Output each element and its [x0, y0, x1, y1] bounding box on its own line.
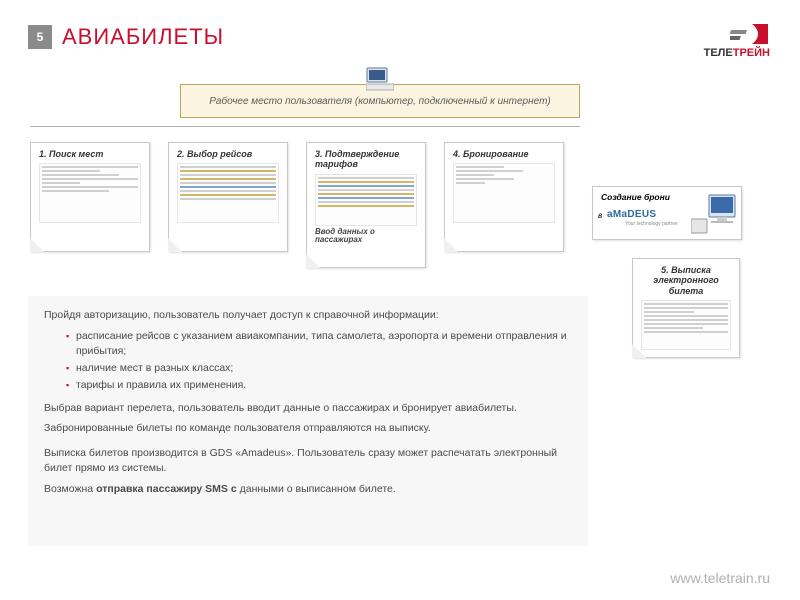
create-panel: Создание брони в aMaDEUS Your technology… — [592, 186, 742, 240]
logo-text: ТЕЛЕТРЕЙН — [704, 47, 770, 59]
bullet-item: наличие мест в разных классах; — [66, 361, 572, 376]
desc-intro: Пройдя авторизацию, пользователь получае… — [44, 308, 572, 323]
description-panel: Пройдя авторизацию, пользователь получае… — [28, 296, 588, 546]
step-card-5: 5. Выписка электронного билета — [632, 258, 740, 358]
step-thumbnail — [315, 174, 417, 226]
step-title: 1. Поиск мест — [31, 143, 149, 161]
create-title: Создание брони — [595, 189, 676, 205]
create-in: в — [598, 211, 602, 220]
logo: ТЕЛЕТРЕЙН — [704, 22, 770, 59]
step-card-2: 2. Выбор рейсов — [168, 142, 288, 252]
amadeus-subtext: Your technology partner — [625, 221, 678, 227]
step-thumbnail — [39, 163, 141, 223]
amadeus-logo-text: aMaDEUS — [607, 209, 656, 220]
footer-url: www.teletrain.ru — [670, 570, 770, 586]
step-title: 5. Выписка электронного билета — [633, 259, 739, 298]
page-title: АВИАБИЛЕТЫ — [62, 24, 224, 50]
slide: 5 АВИАБИЛЕТЫ ТЕЛЕТРЕЙН Рабочее место пол… — [0, 0, 800, 600]
step-card-1: 1. Поиск мест — [30, 142, 150, 252]
logo-icon — [730, 22, 770, 46]
step-sublabel: Ввод данных о пассажирах — [307, 228, 425, 249]
step-title: 2. Выбор рейсов — [169, 143, 287, 161]
step-thumbnail — [641, 300, 731, 350]
desc-p2b: Забронированные билеты по команде пользо… — [44, 421, 572, 436]
desc-p3b: Возможна отправка пассажиру SMS с данным… — [44, 482, 572, 497]
step-card-4: 4. Бронирование — [444, 142, 564, 252]
slide-number: 5 — [28, 25, 52, 49]
bullet-item: тарифы и правила их применения. — [66, 378, 572, 393]
desc-p2a: Выбрав вариант перелета, пользователь вв… — [44, 401, 572, 416]
step-title: 4. Бронирование — [445, 143, 563, 161]
computer-icon — [366, 67, 394, 94]
desc-bullets: расписание рейсов с указанием авиакомпан… — [66, 329, 572, 393]
top-info-text: Рабочее место пользователя (компьютер, п… — [209, 96, 550, 107]
bullet-item: расписание рейсов с указанием авиакомпан… — [66, 329, 572, 359]
connector-line — [30, 126, 580, 127]
top-info-bar: Рабочее место пользователя (компьютер, п… — [180, 84, 580, 118]
desc-p3a: Выписка билетов производится в GDS «Amad… — [44, 446, 572, 476]
step-card-3: 3. Подтверждение тарифов Ввод данных о п… — [306, 142, 426, 268]
step-title: 3. Подтверждение тарифов — [307, 143, 425, 172]
computer-icon — [691, 193, 737, 240]
title-bar: 5 АВИАБИЛЕТЫ — [28, 24, 224, 50]
step-thumbnail — [453, 163, 555, 223]
step-thumbnail — [177, 163, 279, 223]
